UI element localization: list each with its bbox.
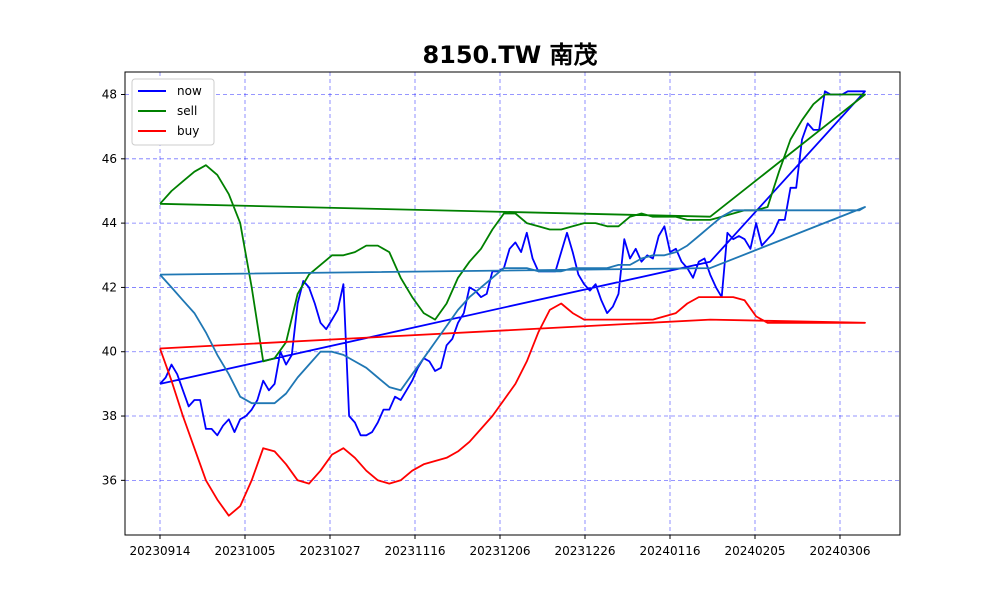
series-line-now (159, 90, 866, 437)
x-tick-label: 20240205 (724, 544, 785, 558)
x-tick-label: 20230914 (129, 544, 190, 558)
series-line-unlabeled (159, 206, 866, 405)
y-tick-label: 40 (102, 345, 117, 359)
chart-title: 8150.TW 南茂 (422, 41, 597, 69)
x-tick-label: 20240306 (809, 544, 870, 558)
y-tick-label: 36 (102, 473, 117, 487)
plot-frame (124, 71, 901, 536)
legend-label-sell: sell (177, 104, 197, 118)
axis-ticks: 36 38 40 42 44 46 48 20230914 20231005 20231027 20… (102, 88, 871, 558)
y-tick-label: 42 (102, 280, 117, 294)
legend-items: now sell buy (138, 84, 202, 138)
x-tick-label: 20231027 (299, 544, 360, 558)
x-tick-label: 20240116 (639, 544, 700, 558)
y-tick-label: 44 (102, 216, 117, 230)
x-tick-label: 20231226 (554, 544, 615, 558)
y-tick-label: 46 (102, 152, 117, 166)
series-lines (159, 90, 866, 517)
series-line-buy (159, 296, 866, 517)
legend-label-now: now (177, 84, 202, 98)
legend: now sell buy (131, 78, 215, 146)
legend-box (131, 78, 215, 146)
grid (125, 72, 900, 535)
x-tick-label: 20231116 (384, 544, 445, 558)
legend-label-buy: buy (177, 124, 199, 138)
x-tick-label: 20231206 (469, 544, 530, 558)
y-tick-label: 38 (102, 409, 117, 423)
x-tick-label: 20231005 (214, 544, 275, 558)
series-line-sell (159, 93, 866, 363)
y-tick-label: 48 (102, 88, 117, 102)
